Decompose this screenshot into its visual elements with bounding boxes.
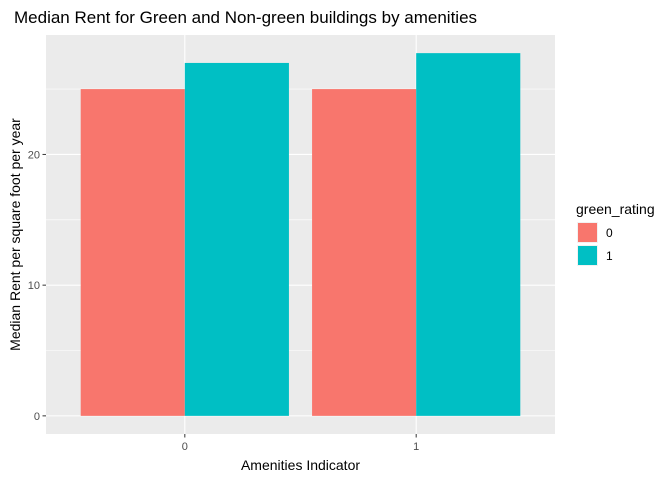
- y-tick-label: 0: [34, 411, 40, 423]
- y-tick-label: 20: [28, 149, 40, 161]
- legend-label: 1: [606, 249, 613, 263]
- bar-cat-1-series-0: [312, 89, 417, 416]
- chart-title: Median Rent for Green and Non-green buil…: [14, 8, 477, 27]
- legend-swatch-0: [578, 223, 597, 242]
- bar-cat-0-series-0: [80, 89, 185, 416]
- y-axis-title: Median Rent per square foot per year: [7, 118, 23, 351]
- y-tick-label: 10: [28, 280, 40, 292]
- bars: [80, 53, 521, 416]
- x-axis-title: Amenities Indicator: [241, 457, 360, 473]
- legend-label: 0: [606, 226, 613, 240]
- legend: green_rating 0 1: [576, 201, 655, 266]
- bar-cat-0-series-1: [184, 62, 289, 416]
- bar-cat-1-series-1: [416, 53, 521, 416]
- legend-title: green_rating: [576, 201, 655, 217]
- x-tick-label: 1: [413, 441, 419, 453]
- y-axis-ticks: 0 10 20: [28, 149, 46, 423]
- legend-swatch-1: [578, 246, 597, 265]
- x-tick-label: 0: [182, 441, 188, 453]
